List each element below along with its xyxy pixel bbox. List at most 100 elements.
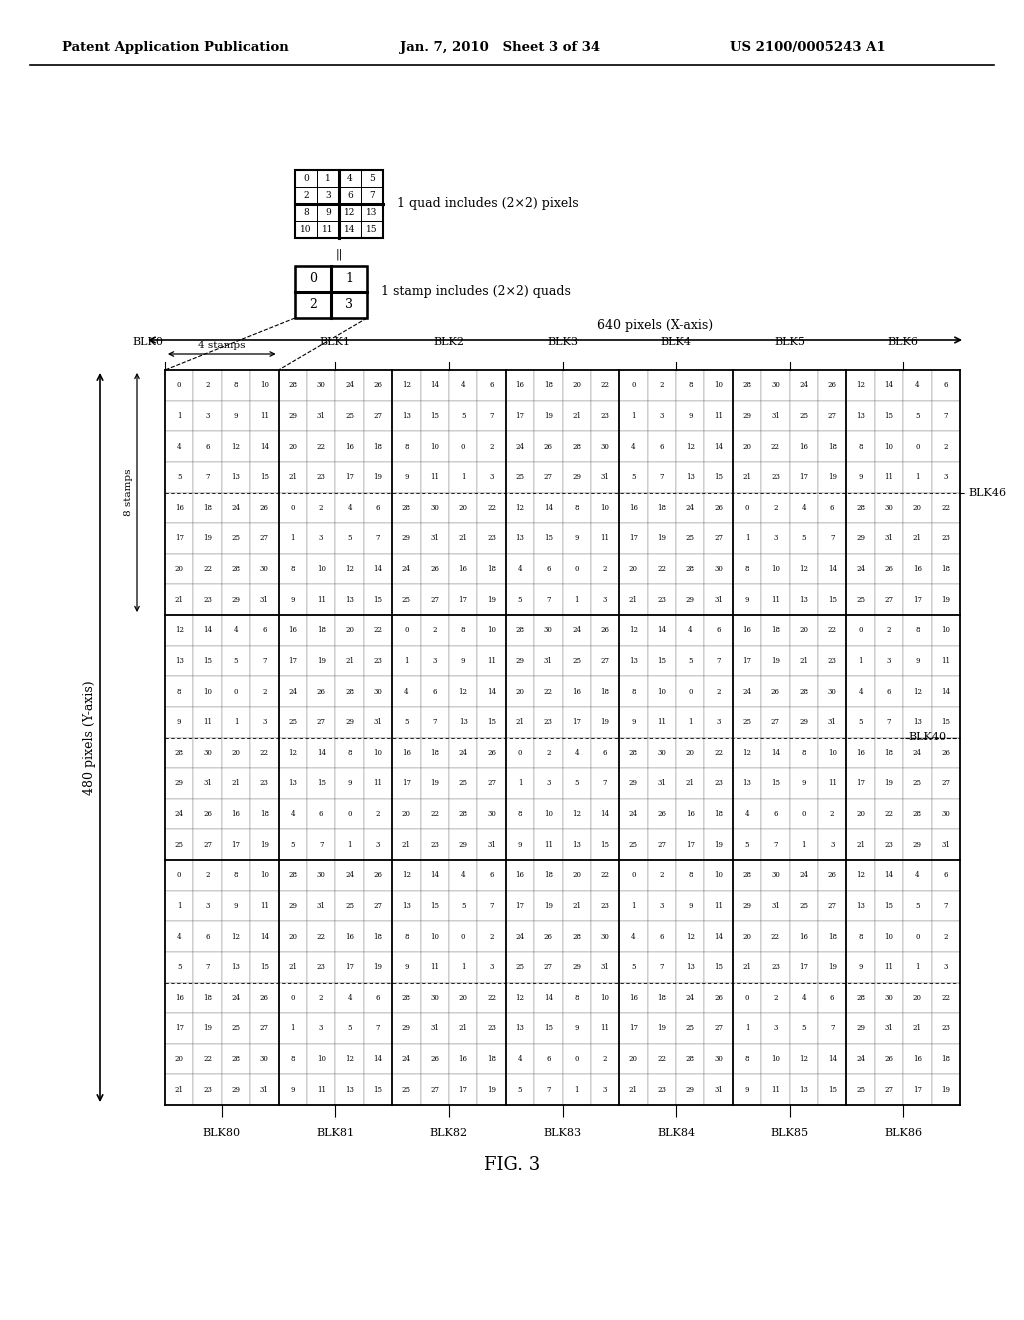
Text: 21: 21 bbox=[913, 1024, 922, 1032]
Bar bbox=[620, 708, 647, 738]
Bar bbox=[620, 645, 647, 676]
Text: 12: 12 bbox=[401, 381, 411, 389]
Text: 5: 5 bbox=[574, 779, 579, 788]
Bar bbox=[620, 1044, 647, 1074]
Bar bbox=[222, 982, 250, 1014]
Text: 7: 7 bbox=[659, 473, 665, 482]
Bar bbox=[222, 708, 250, 738]
Bar bbox=[165, 1074, 194, 1105]
Text: 0: 0 bbox=[177, 871, 181, 879]
Text: 18: 18 bbox=[657, 994, 667, 1002]
Text: 5: 5 bbox=[688, 657, 692, 665]
Text: 27: 27 bbox=[203, 841, 212, 849]
Bar bbox=[317, 205, 339, 220]
Text: 29: 29 bbox=[686, 595, 694, 603]
Text: 7: 7 bbox=[717, 657, 721, 665]
Bar bbox=[364, 799, 392, 829]
Text: 14: 14 bbox=[344, 224, 355, 234]
Bar bbox=[477, 768, 506, 799]
Text: 28: 28 bbox=[686, 1055, 694, 1063]
Text: 22: 22 bbox=[601, 871, 609, 879]
Text: 0: 0 bbox=[303, 174, 309, 183]
Text: 21: 21 bbox=[459, 1024, 468, 1032]
Bar bbox=[790, 952, 818, 982]
Text: 3: 3 bbox=[206, 412, 210, 420]
Bar bbox=[818, 982, 847, 1014]
Bar bbox=[449, 738, 477, 768]
Bar bbox=[477, 799, 506, 829]
Text: 21: 21 bbox=[800, 657, 808, 665]
Bar bbox=[194, 952, 222, 982]
Bar bbox=[562, 1014, 591, 1044]
Text: 3: 3 bbox=[376, 841, 380, 849]
Bar bbox=[903, 952, 932, 982]
Text: 18: 18 bbox=[203, 504, 212, 512]
Bar bbox=[818, 615, 847, 645]
Bar bbox=[676, 799, 705, 829]
Bar bbox=[874, 432, 903, 462]
Bar bbox=[847, 829, 874, 861]
Bar bbox=[932, 708, 961, 738]
Bar bbox=[790, 401, 818, 432]
Bar bbox=[477, 615, 506, 645]
Bar bbox=[818, 645, 847, 676]
Bar bbox=[733, 738, 761, 768]
Text: 19: 19 bbox=[657, 1024, 667, 1032]
Bar bbox=[339, 187, 361, 205]
Bar bbox=[647, 861, 676, 891]
Text: 11: 11 bbox=[323, 224, 334, 234]
Text: 8: 8 bbox=[303, 209, 309, 216]
Text: 29: 29 bbox=[742, 412, 752, 420]
Text: 11: 11 bbox=[203, 718, 212, 726]
Text: 22: 22 bbox=[714, 748, 723, 756]
Text: 2: 2 bbox=[943, 442, 948, 450]
Bar bbox=[591, 492, 620, 523]
Text: 29: 29 bbox=[572, 964, 582, 972]
Text: 29: 29 bbox=[401, 535, 411, 543]
Bar bbox=[874, 523, 903, 554]
Bar bbox=[705, 799, 733, 829]
Bar bbox=[421, 492, 449, 523]
Text: 9: 9 bbox=[744, 1085, 750, 1094]
Bar bbox=[591, 585, 620, 615]
Text: 28: 28 bbox=[345, 688, 354, 696]
Text: 27: 27 bbox=[544, 964, 553, 972]
Bar bbox=[733, 921, 761, 952]
Text: 13: 13 bbox=[401, 412, 411, 420]
Text: 16: 16 bbox=[345, 932, 354, 941]
Text: 14: 14 bbox=[714, 442, 723, 450]
Text: 21: 21 bbox=[345, 657, 354, 665]
Bar bbox=[194, 891, 222, 921]
Bar bbox=[194, 585, 222, 615]
Text: 21: 21 bbox=[572, 902, 582, 909]
Bar bbox=[449, 585, 477, 615]
Bar bbox=[535, 554, 562, 585]
Text: 7: 7 bbox=[369, 191, 375, 201]
Bar bbox=[705, 768, 733, 799]
Text: 10: 10 bbox=[714, 871, 723, 879]
Bar bbox=[620, 829, 647, 861]
Bar bbox=[307, 829, 335, 861]
Bar bbox=[392, 554, 421, 585]
Text: 22: 22 bbox=[430, 810, 439, 818]
Bar bbox=[165, 861, 194, 891]
Bar bbox=[279, 1074, 307, 1105]
Bar bbox=[339, 220, 361, 238]
Bar bbox=[761, 708, 790, 738]
Bar bbox=[733, 952, 761, 982]
Bar bbox=[903, 982, 932, 1014]
Text: 18: 18 bbox=[827, 442, 837, 450]
Text: 30: 30 bbox=[374, 688, 382, 696]
Text: 11: 11 bbox=[260, 412, 269, 420]
Bar bbox=[733, 829, 761, 861]
Text: 17: 17 bbox=[345, 964, 354, 972]
Bar bbox=[335, 523, 364, 554]
Bar bbox=[733, 861, 761, 891]
Bar bbox=[477, 462, 506, 492]
Bar bbox=[421, 708, 449, 738]
Text: 9: 9 bbox=[858, 473, 863, 482]
Bar bbox=[705, 861, 733, 891]
Text: 22: 22 bbox=[260, 748, 269, 756]
Bar bbox=[874, 645, 903, 676]
Bar bbox=[250, 676, 279, 708]
